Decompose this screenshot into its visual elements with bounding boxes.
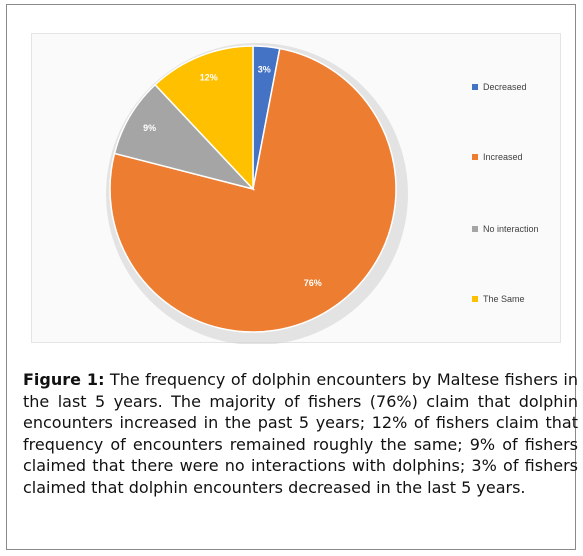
caption-text: The frequency of dolphin encounters by M… [23,370,578,497]
figure-frame: 3% 76% 9% 12% Decreased Increased No interact… [6,4,578,550]
data-label-decreased: 3% [258,64,271,74]
pie-chart: 3% 76% 9% 12% [106,43,408,344]
legend-swatch-the-same [472,296,478,302]
legend-swatch-increased [472,154,478,160]
chart-area: 3% 76% 9% 12% Decreased Increased No interact… [31,33,562,344]
figure-caption: Figure 1: The frequency of dolphin encou… [23,369,578,498]
legend-item-decreased: Decreased [472,82,527,92]
data-label-the-same: 12% [200,72,218,82]
chart-legend: Decreased Increased No interaction The Same [472,34,562,344]
legend-item-the-same: The Same [472,294,525,304]
legend-label-no-interaction: No interaction [483,224,539,234]
pie-slice-increased [109,47,397,333]
legend-item-increased: Increased [472,152,523,162]
data-label-no-interaction: 9% [143,123,156,133]
legend-item-no-interaction: No interaction [472,224,539,234]
data-label-increased: 76% [304,278,322,288]
caption-label: Figure 1: [23,370,105,389]
legend-label-decreased: Decreased [483,82,527,92]
pie-slice-no-interaction [113,83,256,191]
legend-swatch-decreased [472,84,478,90]
pie-slice-the-same [154,45,254,191]
legend-label-increased: Increased [483,152,523,162]
legend-label-the-same: The Same [483,294,525,304]
legend-swatch-no-interaction [472,226,478,232]
